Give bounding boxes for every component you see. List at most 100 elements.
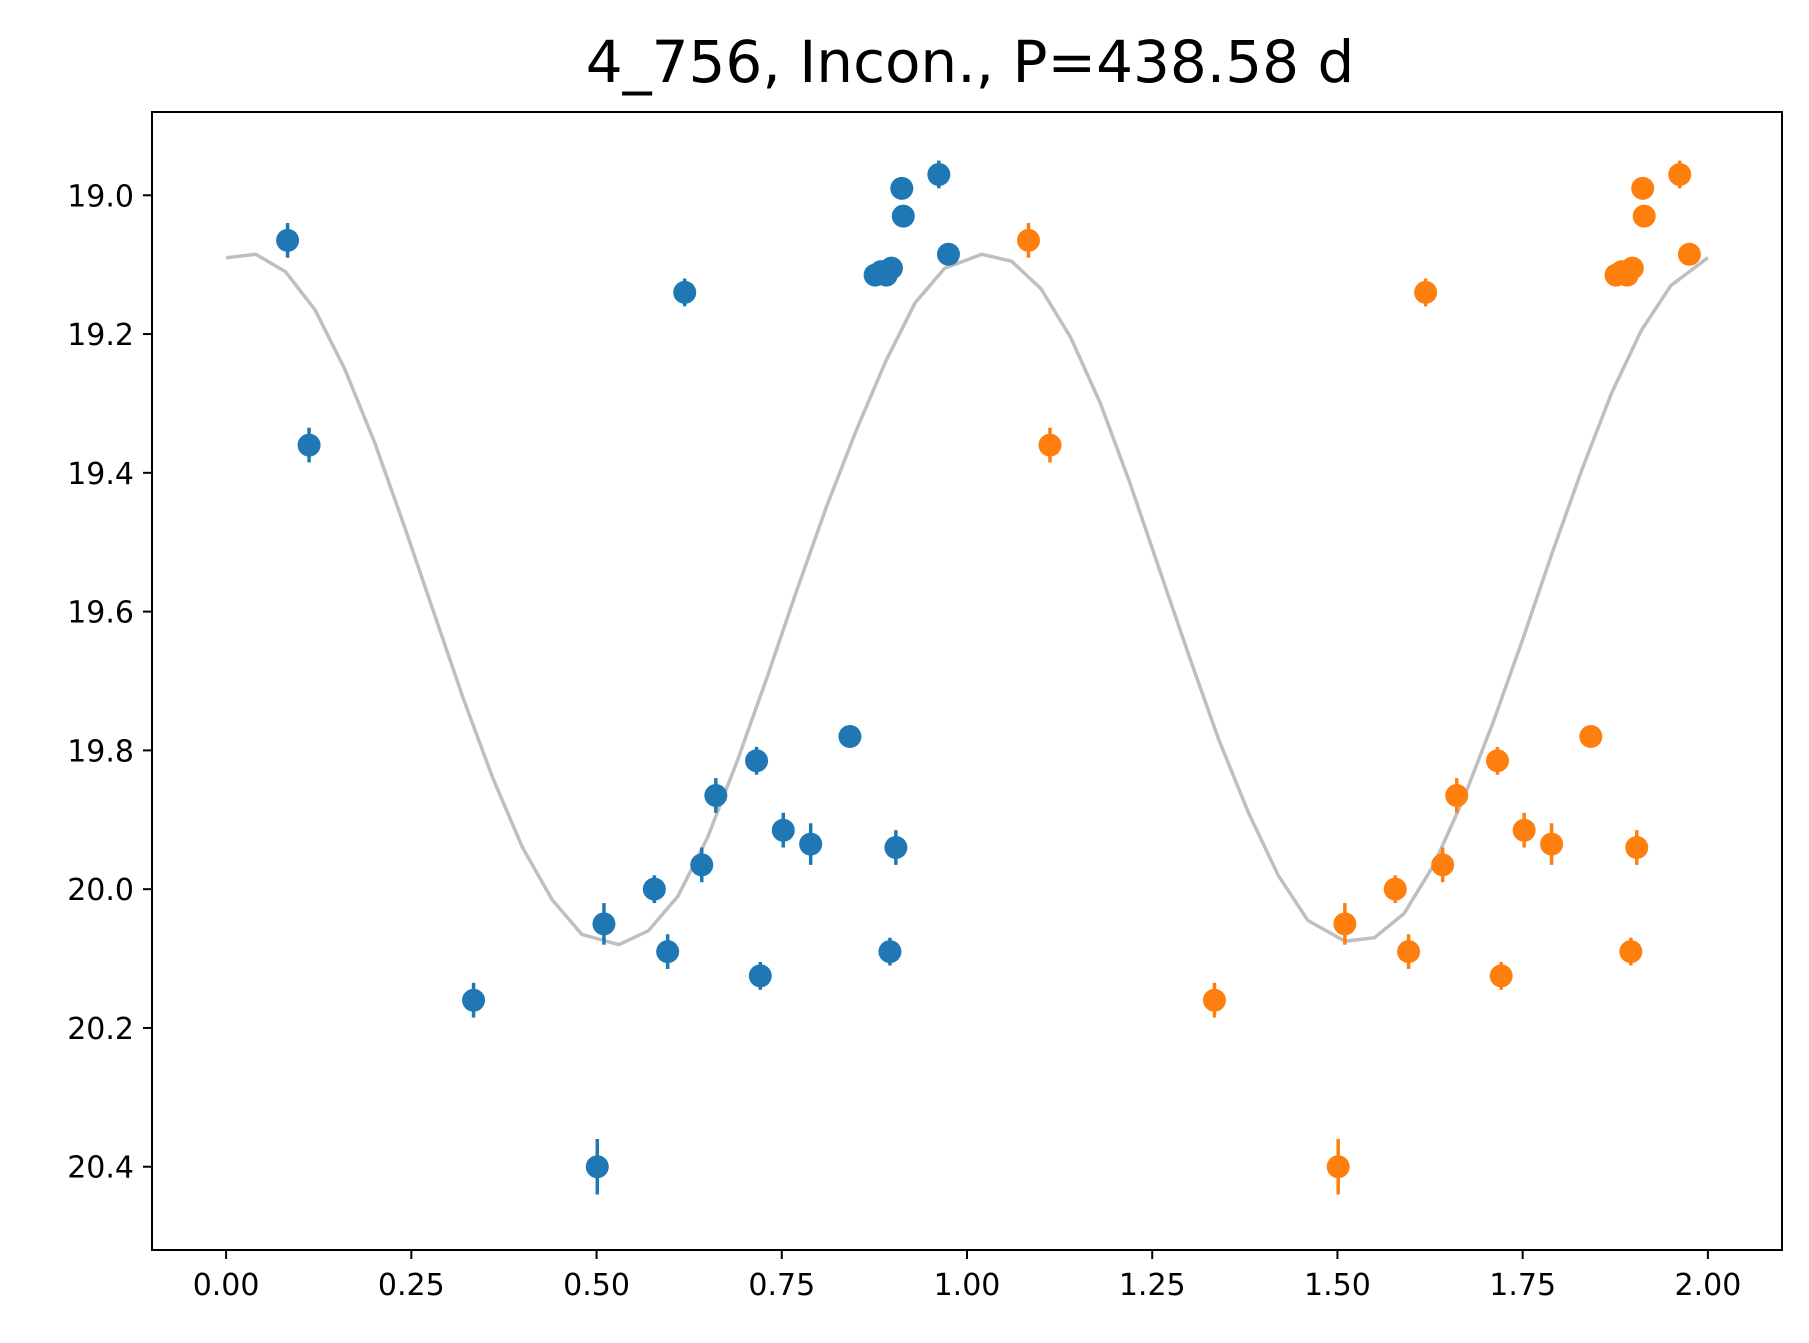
data-point-phase-2	[1383, 875, 1407, 904]
y-tick-label: 19.0	[67, 179, 134, 214]
data-point-phase-1	[838, 725, 862, 749]
x-tick-label: 0.25	[378, 1268, 445, 1303]
marker	[1579, 725, 1603, 749]
marker	[884, 836, 908, 860]
data-point-phase-2	[1489, 962, 1513, 990]
data-point-phase-1	[656, 934, 680, 969]
marker	[1333, 912, 1357, 936]
data-point-phase-1	[704, 778, 728, 813]
x-tick-label: 0.75	[748, 1268, 815, 1303]
marker	[1038, 433, 1062, 457]
marker	[1431, 853, 1455, 877]
data-point-phase-1	[884, 830, 908, 865]
marker	[276, 228, 300, 252]
data-point-phase-2	[1512, 812, 1536, 848]
marker	[1540, 832, 1564, 856]
x-tick-label: 1.25	[1119, 1268, 1186, 1303]
marker	[927, 162, 951, 186]
marker	[656, 940, 680, 964]
data-point-phase-2	[1677, 242, 1701, 266]
marker	[799, 832, 823, 856]
x-axis-ticks: 0.00 0.25 0.50 0.75 1.00 1.25 1.50 1.75 2.00	[193, 1250, 1742, 1303]
data-point-phase-2	[1668, 160, 1692, 189]
chart-title: 4_756, Incon., P=438.58 d	[586, 28, 1355, 96]
marker	[1414, 280, 1438, 304]
x-tick-label: 2.00	[1675, 1268, 1742, 1303]
marker	[936, 242, 960, 266]
data-point-phase-2	[1445, 778, 1469, 813]
data-point-phase-2	[1333, 903, 1357, 945]
data-point-phase-2	[1397, 934, 1421, 969]
data-point-phase-2	[1620, 256, 1644, 280]
data-point-phase-1	[799, 823, 823, 865]
marker	[462, 988, 486, 1012]
y-tick-label: 19.4	[67, 457, 134, 492]
y-tick-label: 19.2	[67, 318, 134, 353]
marker	[704, 783, 728, 807]
data-point-phase-1	[879, 256, 903, 280]
marker	[1619, 940, 1643, 964]
marker	[642, 877, 666, 901]
data-point-phase-1	[936, 242, 960, 266]
marker	[1512, 818, 1536, 842]
marker	[585, 1155, 609, 1179]
marker	[1632, 204, 1656, 228]
data-point-phase-2	[1414, 278, 1438, 307]
marker	[1677, 242, 1701, 266]
marker	[1326, 1155, 1350, 1179]
y-tick-label: 20.0	[67, 873, 134, 908]
data-point-phase-1	[745, 746, 769, 775]
data-point-phase-2	[1540, 823, 1564, 865]
data-point-phase-2	[1016, 223, 1040, 258]
marker	[1445, 783, 1469, 807]
y-axis-ticks: 19.0 19.2 19.4 19.6 19.8 20.0 20.2 20.4	[67, 179, 152, 1186]
x-tick-label: 1.00	[934, 1268, 1001, 1303]
x-tick-label: 0.50	[563, 1268, 630, 1303]
marker	[771, 818, 795, 842]
plot-content	[225, 160, 1709, 1195]
y-tick-label: 19.8	[67, 734, 134, 769]
marker	[1202, 988, 1226, 1012]
marker	[297, 433, 321, 457]
marker	[1016, 228, 1040, 252]
data-point-phase-2	[1625, 830, 1649, 865]
data-point-phase-2	[1485, 746, 1509, 775]
marker	[879, 256, 903, 280]
data-point-phase-1	[642, 875, 666, 904]
marker	[690, 853, 714, 877]
data-point-phase-2	[1619, 937, 1643, 966]
marker	[673, 280, 697, 304]
data-point-phase-1	[673, 278, 697, 307]
marker	[878, 940, 902, 964]
data-point-phase-1	[592, 903, 616, 945]
data-point-phase-2	[1579, 725, 1603, 749]
data-point-phase-1	[878, 937, 902, 966]
marker	[891, 204, 915, 228]
data-point-phase-1	[890, 176, 914, 200]
marker	[748, 964, 772, 988]
data-point-phase-2	[1326, 1138, 1350, 1195]
data-point-phase-2	[1202, 982, 1226, 1018]
marker	[838, 725, 862, 749]
y-tick-label: 19.6	[67, 596, 134, 631]
marker	[1485, 749, 1509, 773]
y-tick-label: 20.4	[67, 1151, 134, 1186]
x-tick-label: 1.75	[1489, 1268, 1556, 1303]
x-tick-label: 0.00	[193, 1268, 260, 1303]
model-curve-line	[225, 252, 1709, 947]
plot-frame	[151, 111, 1783, 1251]
marker	[1489, 964, 1513, 988]
y-tick-label: 20.2	[67, 1012, 134, 1047]
data-point-phase-1	[276, 223, 300, 258]
marker	[745, 749, 769, 773]
data-point-phase-1	[771, 812, 795, 848]
marker	[592, 912, 616, 936]
data-point-phase-1	[891, 204, 915, 228]
data-point-phase-1	[462, 982, 486, 1018]
data-point-phase-1	[690, 847, 714, 883]
marker	[1397, 940, 1421, 964]
data-point-phase-1	[748, 962, 772, 990]
marker	[1620, 256, 1644, 280]
